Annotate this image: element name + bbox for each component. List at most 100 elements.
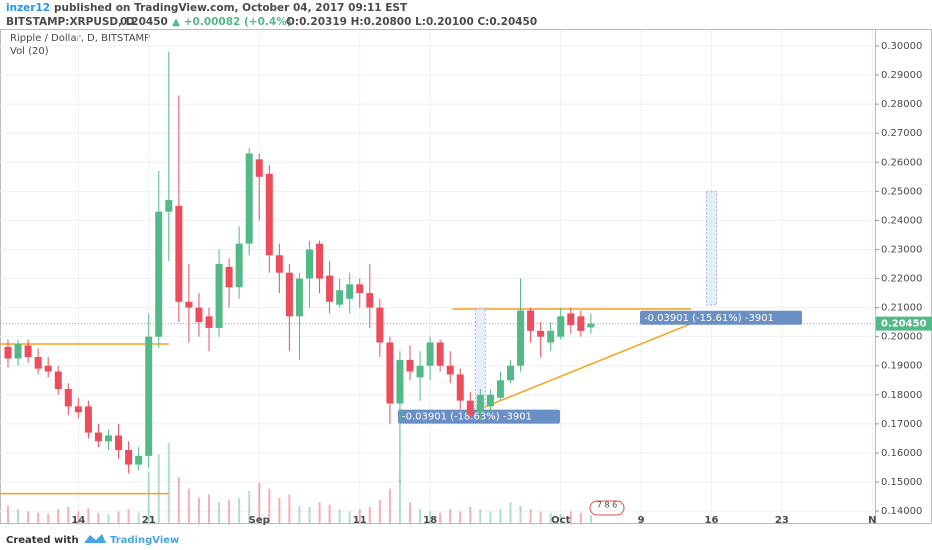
x-tick-label: 18 bbox=[423, 515, 437, 526]
candle-body bbox=[14, 343, 22, 359]
candle-body bbox=[285, 272, 293, 317]
volume-bar bbox=[439, 512, 442, 523]
symbol-legend: Ripple / Dollar, D, BITSTAMP bbox=[10, 33, 150, 44]
candle-body bbox=[396, 359, 404, 404]
candle-body bbox=[416, 365, 424, 378]
last-price-label: 0.20450 bbox=[881, 319, 927, 330]
volume-bar bbox=[87, 508, 90, 523]
candle-body bbox=[195, 307, 203, 323]
candle-body bbox=[587, 323, 595, 328]
volume-bar bbox=[47, 513, 50, 523]
y-tick-label: 0.27000 bbox=[881, 128, 922, 139]
footer-created: Created with bbox=[6, 535, 79, 546]
y-tick-label: 0.21000 bbox=[881, 303, 922, 314]
candle-body bbox=[376, 307, 384, 343]
candle-body bbox=[4, 346, 12, 359]
published: published on TradingView.com, October 04… bbox=[54, 2, 408, 14]
candle-body bbox=[386, 342, 394, 404]
volume-bar bbox=[539, 511, 542, 523]
y-tick-label: 0.28000 bbox=[881, 99, 922, 110]
volume-bar bbox=[509, 502, 512, 523]
candle-body bbox=[316, 243, 324, 279]
volume-bar bbox=[37, 512, 40, 523]
candle-body bbox=[426, 342, 434, 366]
measure-label: -0.03901 (-15.61%) -3901 bbox=[644, 313, 774, 324]
volume-bar bbox=[258, 483, 261, 523]
volume-bar bbox=[228, 500, 231, 523]
x-tick-label: N bbox=[868, 515, 876, 526]
candle-body bbox=[145, 336, 153, 456]
candle-body bbox=[275, 255, 283, 273]
volume-bar bbox=[589, 515, 592, 523]
footer: Created with TradingView bbox=[6, 534, 179, 546]
volume-bar bbox=[7, 505, 9, 523]
volume-bar bbox=[208, 494, 210, 523]
candle-body bbox=[557, 316, 565, 337]
volume-bar bbox=[409, 502, 411, 523]
badge-bg bbox=[589, 500, 625, 516]
volume-bar bbox=[187, 488, 190, 523]
measure-label-bg bbox=[640, 310, 802, 325]
drawn-line bbox=[482, 322, 692, 409]
volume-bar bbox=[449, 509, 452, 523]
candle-body bbox=[245, 153, 253, 244]
volume-bar bbox=[398, 479, 401, 523]
volume-bar bbox=[177, 477, 180, 523]
volume-bar bbox=[77, 511, 80, 523]
volume-bar bbox=[529, 509, 532, 523]
candle-body bbox=[94, 432, 102, 442]
y-tick-label: 0.17000 bbox=[881, 419, 922, 430]
candle-body bbox=[265, 173, 273, 256]
volume-bar bbox=[57, 509, 60, 523]
candle-body bbox=[446, 365, 454, 375]
x-tick-label: 23 bbox=[775, 515, 789, 526]
candle-body bbox=[125, 450, 133, 465]
candle-body bbox=[336, 290, 344, 305]
candle-body bbox=[346, 284, 354, 299]
candle-body bbox=[476, 394, 484, 413]
volume-bar bbox=[459, 511, 462, 523]
footer-brand[interactable]: TradingView bbox=[110, 535, 179, 546]
candle-body bbox=[225, 266, 233, 288]
candle-body bbox=[507, 365, 514, 381]
volume-bar bbox=[489, 511, 492, 523]
volume-bar bbox=[67, 507, 70, 523]
volume-bar bbox=[348, 511, 351, 523]
candle-body bbox=[486, 394, 494, 407]
symbol: BITSTAMP:XRPUSD, D bbox=[6, 16, 135, 28]
y-tick-label: 0.20000 bbox=[881, 332, 922, 343]
candle-body bbox=[115, 435, 123, 451]
volume-bar bbox=[137, 512, 140, 523]
x-tick-label: Sep bbox=[249, 515, 270, 526]
ohlc: O:0.20319 H:0.20800 L:0.20100 C:0.20450 bbox=[286, 16, 537, 28]
volume-bar bbox=[378, 500, 381, 523]
volume-bar bbox=[167, 443, 170, 523]
candle-body bbox=[537, 330, 545, 337]
candle-body bbox=[436, 342, 444, 366]
author[interactable]: inzer12 bbox=[6, 2, 50, 14]
candle-body bbox=[74, 406, 82, 413]
candle-body bbox=[456, 374, 464, 401]
badge: 7 8 6 bbox=[597, 501, 617, 510]
candle-body bbox=[235, 243, 243, 288]
candle-body bbox=[215, 264, 223, 328]
y-tick-label: 0.18000 bbox=[881, 390, 922, 401]
y-tick-label: 0.19000 bbox=[881, 361, 922, 372]
x-tick-label: 9 bbox=[638, 515, 645, 526]
volume-bar bbox=[197, 497, 200, 523]
y-tick-label: 0.29000 bbox=[881, 70, 922, 81]
candle-body bbox=[165, 200, 173, 212]
candle-body bbox=[577, 316, 585, 331]
candle-body bbox=[185, 301, 193, 308]
measure-label: -0.03901 (-18.63%) -3901 bbox=[402, 412, 532, 423]
volume-bar bbox=[549, 512, 552, 523]
measure-box bbox=[706, 191, 717, 306]
candle-body bbox=[105, 435, 112, 442]
candle-body bbox=[175, 205, 183, 302]
x-tick-label: Oct bbox=[551, 515, 570, 526]
volume-bar bbox=[97, 512, 100, 523]
volume-bar bbox=[419, 509, 422, 523]
volume-bar bbox=[278, 497, 281, 523]
